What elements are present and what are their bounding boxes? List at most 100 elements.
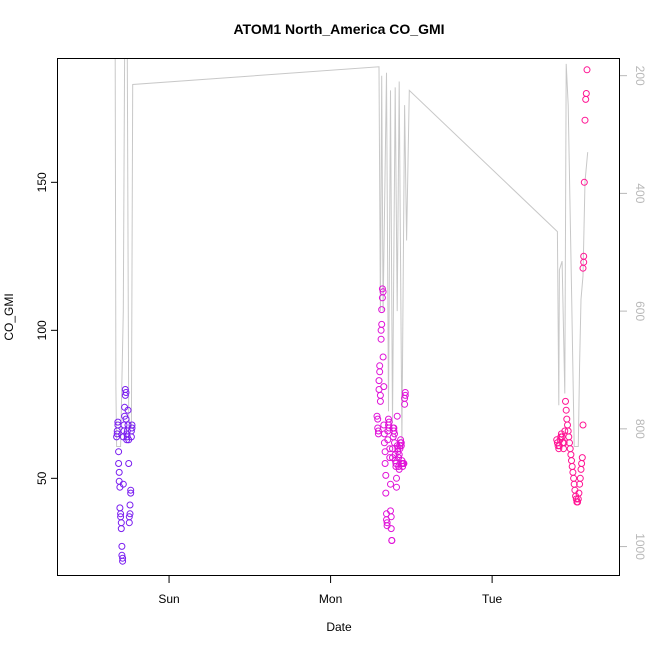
data-point: [122, 415, 130, 423]
data-point: [114, 418, 122, 426]
data-point: [374, 415, 382, 423]
y2-tick-label: 400: [633, 183, 647, 203]
data-point: [567, 451, 575, 459]
y-tick-label: 150: [35, 172, 49, 192]
data-point: [127, 486, 135, 494]
data-point: [113, 430, 121, 438]
data-point: [574, 498, 582, 506]
data-point: [115, 468, 123, 476]
y-tick-label: 100: [35, 320, 49, 340]
data-point: [125, 460, 133, 467]
data-point: [397, 439, 405, 447]
data-point: [563, 415, 571, 423]
data-point: [560, 439, 568, 447]
data-point: [555, 445, 563, 453]
x-tick-label: Tue: [482, 592, 503, 606]
data-point: [577, 465, 585, 473]
data-point: [128, 424, 136, 432]
data-point: [118, 542, 126, 550]
data-point: [562, 397, 569, 405]
data-point: [378, 320, 386, 328]
data-point: [581, 116, 589, 124]
data-point: [386, 454, 394, 462]
data-point: [575, 489, 583, 497]
chart-title: ATOM1 North_America CO_GMI: [233, 21, 444, 37]
data-point: [377, 326, 385, 334]
x-axis-label: Date: [326, 620, 352, 634]
data-point: [115, 477, 123, 485]
data-point: [376, 397, 384, 405]
y-axis: 50 100 150: [35, 172, 58, 485]
y-axis-label: CO_GMI: [2, 293, 16, 340]
data-point: [390, 427, 398, 435]
data-point: [570, 474, 578, 482]
data-point: [378, 285, 386, 293]
data-point: [374, 427, 382, 435]
data-point: [124, 406, 132, 414]
data-point: [377, 335, 385, 343]
data-point: [380, 383, 388, 391]
data-point: [376, 391, 384, 399]
data-point: [382, 489, 390, 497]
data-point: [116, 504, 124, 512]
data-point: [400, 460, 408, 467]
data-point: [379, 288, 387, 296]
x-tick-label: Mon: [319, 592, 342, 606]
y2-tick-label: 200: [633, 66, 647, 86]
data-point: [127, 489, 135, 497]
data-point: [117, 510, 125, 518]
data-point: [568, 463, 576, 470]
plot-frame: [57, 58, 620, 576]
data-point: [393, 483, 400, 491]
data-point: [373, 412, 381, 420]
data-point: [117, 525, 125, 533]
data-point: [387, 513, 395, 521]
data-point: [387, 480, 394, 488]
data-point: [122, 389, 130, 396]
data-point: [391, 430, 398, 438]
data-point: [561, 427, 569, 435]
data-point: [127, 433, 135, 441]
pressure-line: [114, 58, 589, 447]
data-point: [583, 66, 591, 74]
data-point: [401, 391, 409, 399]
data-point: [582, 95, 590, 103]
data-point: [388, 537, 396, 544]
data-point: [562, 406, 570, 414]
x-axis: Sun Mon Tue: [158, 576, 503, 606]
data-point: [569, 468, 577, 476]
data-point: [568, 457, 575, 465]
data-point: [115, 448, 123, 456]
data-point: [117, 519, 125, 527]
data-point: [576, 474, 584, 482]
data-point: [580, 178, 588, 186]
data-point: [578, 460, 586, 467]
y2-axis-pressure: 200 400 600 800 1000: [620, 66, 647, 560]
y2-tick-label: 800: [633, 419, 647, 439]
data-point: [384, 436, 392, 444]
data-point: [385, 415, 392, 423]
data-point: [383, 519, 391, 527]
data-point: [119, 557, 127, 565]
data-point: [119, 480, 127, 488]
data-point: [580, 252, 588, 260]
data-point: [379, 353, 387, 361]
data-point: [382, 471, 390, 479]
y2-tick-label: 600: [633, 301, 647, 321]
data-point: [121, 386, 129, 393]
data-point: [376, 362, 384, 370]
data-point: [126, 510, 134, 518]
data-point: [380, 421, 388, 429]
data-point: [564, 421, 571, 429]
data-point: [119, 554, 127, 562]
x-tick-label: Sun: [158, 592, 179, 606]
y-tick-label: 50: [35, 471, 49, 485]
data-point: [378, 306, 386, 314]
data-point: [376, 368, 384, 376]
data-point: [401, 389, 409, 396]
y2-tick-label: 1000: [633, 533, 647, 560]
data-point: [125, 519, 133, 527]
data-point: [565, 433, 573, 441]
data-point: [387, 525, 395, 533]
data-point: [397, 442, 405, 450]
